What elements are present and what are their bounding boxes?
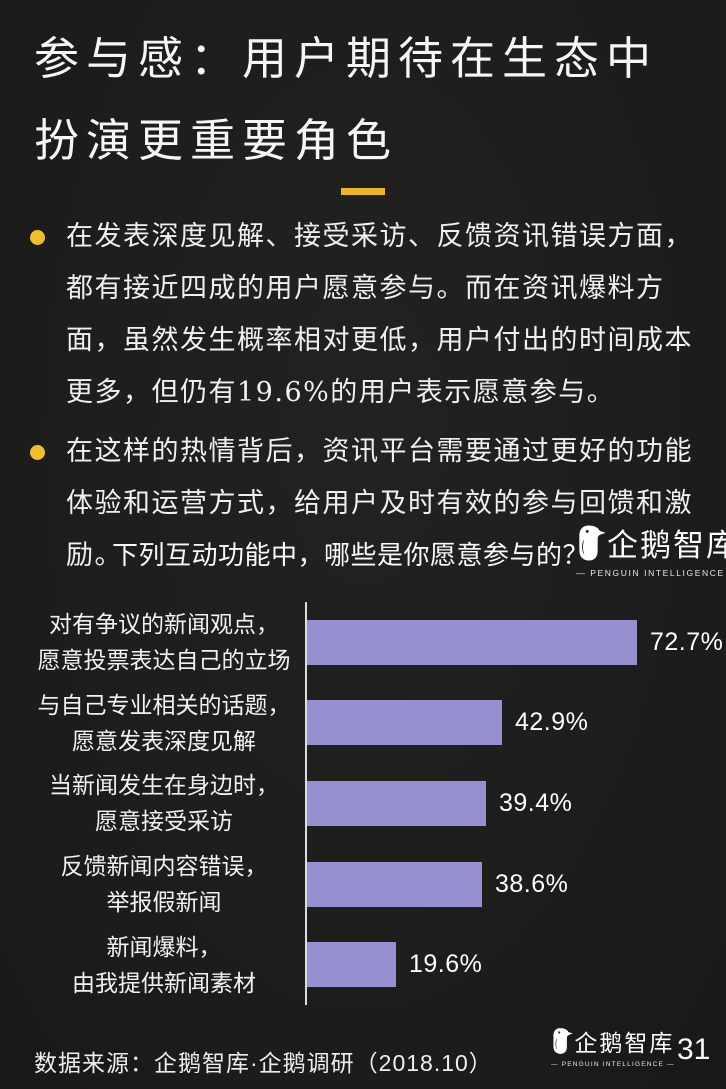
penguin-icon [579, 525, 606, 560]
bar [307, 619, 637, 665]
category-label: 当新闻发生在身边时， 愿意接受采访 [49, 772, 279, 835]
value-label: 38.6% [495, 869, 569, 898]
chart-row: 对有争议的新闻观点， 愿意投票表达自己的立场 72.7% [30, 602, 723, 683]
chart-row: 当新闻发生在身边时， 愿意接受采访 39.4% [30, 763, 716, 844]
category-label: 与自己专业相关的话题， 愿意发表深度见解 [37, 691, 291, 754]
penguin-intelligence-logo: 企鹅智库 — PENGUIN INTELLIGENCE — [576, 520, 726, 578]
bar [307, 942, 396, 988]
logo-cn-text: 企鹅智库 [574, 1030, 675, 1056]
bar-chart: 对有争议的新闻观点， 愿意投票表达自己的立场 72.7% 与自己专业相关的话题， 愿意发… [30, 602, 723, 1005]
penguin-icon [553, 1028, 574, 1054]
page-number: 31 [677, 1033, 711, 1066]
chart-row: 与自己专业相关的话题， 愿意发表深度见解 42.9% [30, 683, 716, 764]
summary-bullets: 在发表深度见解、接受采访、反馈资讯错误方面，都有接近四成的用户愿意参与。而在资讯… [30, 211, 702, 589]
logo-en-text: — PENGUIN INTELLIGENCE — [576, 568, 726, 578]
category-label: 反馈新闻内容错误， 举报假新闻 [60, 853, 268, 916]
bullet-dot-icon [30, 445, 45, 460]
bullet-text: 在这样的热情背后，资讯平台需要通过更好的功能体验和运营方式，给用户及时有效的参与… [66, 436, 693, 571]
bullet-item: 在这样的热情背后，资讯平台需要通过更好的功能体验和运营方式，给用户及时有效的参与… [30, 426, 702, 582]
bullet-dot-icon [30, 230, 45, 245]
value-label: 19.6% [409, 950, 483, 979]
category-label: 对有争议的新闻观点， 愿意投票表达自己的立场 [37, 611, 291, 674]
category-label: 新闻爆料， 由我提供新闻素材 [72, 933, 256, 996]
value-label: 72.7% [650, 627, 724, 656]
logo-cn-text: 企鹅智库 [607, 528, 726, 563]
bar [307, 780, 486, 826]
page-title: 参与感：用户期待在生态中扮演更重要角色 [34, 32, 659, 167]
chart-title: 下列互动功能中，哪些是你愿意参与的？ [112, 540, 590, 570]
title-underline-accent [341, 188, 385, 195]
bar [307, 700, 502, 746]
penguin-intelligence-logo-footer: 企鹅智库 — PENGUIN INTELLIGENCE — [551, 1024, 675, 1068]
chart-rows: 对有争议的新闻观点， 愿意投票表达自己的立场 72.7% 与自己专业相关的话题， 愿意发… [30, 602, 723, 1005]
bullet-item: 在发表深度见解、接受采访、反馈资讯错误方面，都有接近四成的用户愿意参与。而在资讯… [30, 211, 702, 419]
bullet-text: 在发表深度见解、接受采访、反馈资讯错误方面，都有接近四成的用户愿意参与。而在资讯… [66, 221, 693, 408]
data-source-note: 数据来源：企鹅智库·企鹅调研（2018.10） [34, 1050, 493, 1076]
chart-row: 新闻爆料， 由我提供新闻素材 19.6% [30, 924, 716, 1005]
logo-en-text: — PENGUIN INTELLIGENCE — [551, 1061, 675, 1068]
value-label: 39.4% [499, 788, 573, 817]
bar [307, 861, 482, 907]
chart-axis-line [305, 602, 307, 1005]
value-label: 42.9% [515, 708, 589, 737]
chart-row: 反馈新闻内容错误， 举报假新闻 38.6% [30, 844, 716, 925]
